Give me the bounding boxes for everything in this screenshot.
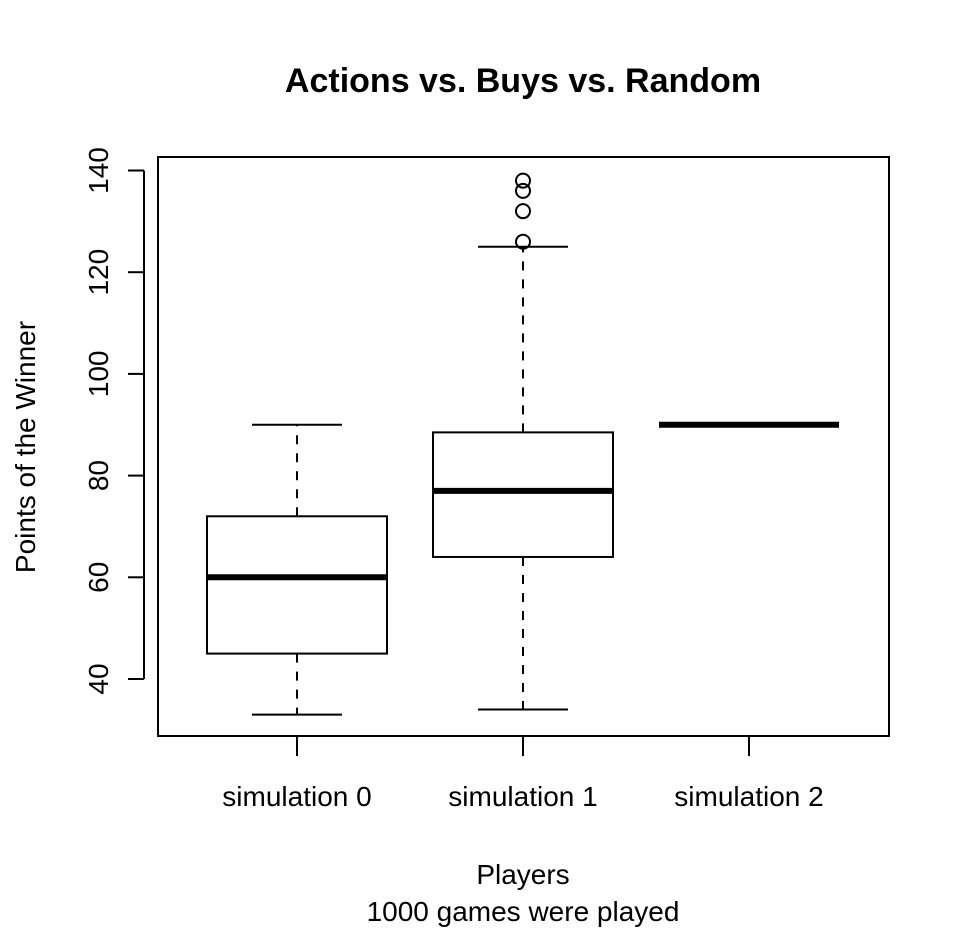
y-tick-label: 60 — [83, 562, 114, 593]
boxes-layer — [206, 172, 839, 716]
outlier-point — [515, 172, 531, 189]
outlier-point — [515, 182, 531, 199]
chart-title: Actions vs. Buys vs. Random — [285, 62, 761, 100]
x-axis-label: Players — [476, 859, 569, 890]
y-tick-label: 120 — [83, 249, 114, 296]
y-axis: 40 60 80 100 120 140 — [83, 147, 145, 695]
box-iqr — [432, 431, 614, 558]
x-tick-label: simulation 1 — [448, 781, 597, 812]
y-tick-label: 40 — [83, 663, 114, 694]
outlier-point — [515, 203, 531, 220]
outlier-point — [515, 233, 531, 250]
x-tick-label: simulation 0 — [222, 781, 371, 812]
y-tick-label: 80 — [83, 460, 114, 491]
box-simulation-0 — [206, 423, 388, 716]
y-axis-label: Points of the Winner — [10, 321, 41, 573]
x-tick-label: simulation 2 — [674, 781, 823, 812]
y-tick-label: 140 — [83, 147, 114, 194]
y-tick-label: 100 — [83, 351, 114, 398]
box-iqr — [206, 515, 388, 655]
box-simulation-1 — [432, 172, 614, 711]
x-axis: simulation 0 simulation 1 simulation 2 — [222, 735, 824, 812]
x-axis-subtitle: 1000 games were played — [367, 896, 680, 927]
